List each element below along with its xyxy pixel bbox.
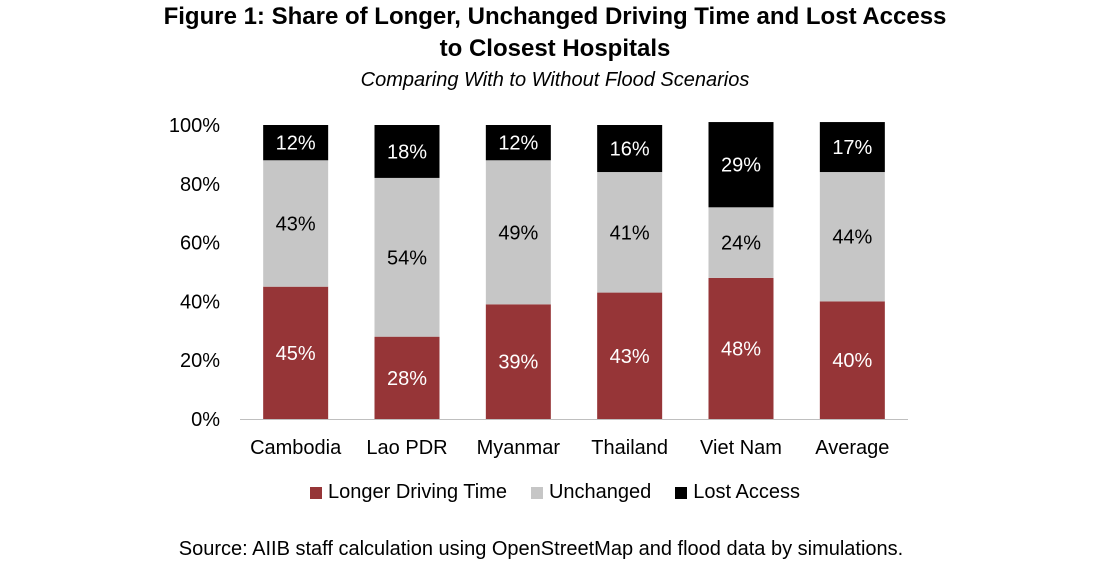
bar-segment-unchanged-cambodia <box>263 160 329 287</box>
bar-segment-longer-driving-time-cambodia <box>263 286 329 419</box>
chart-subtitle: Comparing With to Without Flood Scenario… <box>360 69 750 91</box>
data-label-lost-access-cambodia: 12% <box>276 133 316 155</box>
legend-item-unchanged: Unchanged <box>530 481 652 504</box>
legend-label-unchanged: Unchanged <box>548 481 652 503</box>
y-tick-label: 100% <box>169 115 220 137</box>
y-tick-label: 80% <box>180 174 220 196</box>
bar-segment-longer-driving-time-average <box>819 301 885 419</box>
bar-segment-lost-access-lao-pdr <box>374 125 440 178</box>
data-label-unchanged-lao-pdr: 54% <box>387 247 427 269</box>
data-label-longer-driving-time-lao-pdr: 28% <box>387 368 427 390</box>
legend-item-lost-access: Lost Access <box>675 481 800 504</box>
bar-segment-longer-driving-time-myanmar <box>485 304 551 419</box>
x-tick-label-average: Average <box>815 437 889 459</box>
chart-title-line-1: Figure 1: Share of Longer, Unchanged Dri… <box>163 3 947 30</box>
legend-label-longer-driving-time: Longer Driving Time <box>328 481 507 503</box>
bar-segment-lost-access-thailand <box>597 125 663 173</box>
bar-segment-lost-access-myanmar <box>485 125 551 161</box>
legend-label-lost-access: Lost Access <box>693 481 800 503</box>
chart-legend: Longer Driving Time Unchanged Lost Acces… <box>0 481 1110 504</box>
bar-segment-unchanged-viet-nam <box>708 207 774 278</box>
bar-segment-lost-access-average <box>819 122 885 173</box>
y-tick-label: 40% <box>180 291 220 313</box>
data-label-lost-access-average: 17% <box>832 137 872 159</box>
data-label-unchanged-viet-nam: 24% <box>721 233 761 255</box>
legend-swatch-lost-access <box>675 486 688 499</box>
y-tick-label: 0% <box>191 409 220 431</box>
legend-swatch-unchanged <box>530 486 543 499</box>
bar-segment-longer-driving-time-thailand <box>597 292 663 419</box>
bar-segment-longer-driving-time-viet-nam <box>708 277 774 419</box>
y-tick-label: 60% <box>180 233 220 255</box>
legend-swatch-longer-driving-time <box>310 486 322 499</box>
bar-segment-longer-driving-time-lao-pdr <box>374 336 440 419</box>
source-note: Source: AIIB staff calculation using Ope… <box>178 538 904 560</box>
data-label-unchanged-cambodia: 43% <box>276 213 316 235</box>
bar-segment-lost-access-viet-nam <box>708 122 774 208</box>
data-label-lost-access-viet-nam: 29% <box>721 155 761 177</box>
data-label-lost-access-lao-pdr: 18% <box>387 141 427 163</box>
bar-segment-unchanged-lao-pdr <box>374 177 440 337</box>
bar-segment-lost-access-cambodia <box>263 125 329 161</box>
data-label-longer-driving-time-average: 40% <box>832 350 872 372</box>
y-tick-label: 20% <box>180 350 220 372</box>
chart-title-line-2: to Closest Hospitals <box>439 35 671 62</box>
legend-item-longer-driving-time: Longer Driving Time <box>310 481 507 504</box>
data-label-unchanged-myanmar: 49% <box>498 222 538 244</box>
data-label-unchanged-average: 44% <box>832 227 872 249</box>
data-label-unchanged-thailand: 41% <box>610 222 650 244</box>
stacked-bar-chart: 0% 20% 40% 60% 80% 100% 45% 43% 12% Cambodia 28% 54… <box>169 115 908 459</box>
x-tick-label-myanmar: Myanmar <box>477 437 561 459</box>
bar-segment-unchanged-average <box>819 172 885 302</box>
data-label-longer-driving-time-viet-nam: 48% <box>721 338 761 360</box>
x-tick-label-viet-nam: Viet Nam <box>700 437 782 459</box>
data-label-longer-driving-time-myanmar: 39% <box>498 352 538 374</box>
x-tick-label-cambodia: Cambodia <box>250 437 342 459</box>
data-label-lost-access-myanmar: 12% <box>498 133 538 155</box>
bar-segment-unchanged-thailand <box>597 172 663 293</box>
data-label-lost-access-thailand: 16% <box>610 139 650 161</box>
bar-segment-unchanged-myanmar <box>485 160 551 305</box>
x-tick-label-lao-pdr: Lao PDR <box>366 437 447 459</box>
x-tick-label-thailand: Thailand <box>591 437 668 459</box>
data-label-longer-driving-time-cambodia: 45% <box>276 343 316 365</box>
data-label-longer-driving-time-thailand: 43% <box>610 346 650 368</box>
